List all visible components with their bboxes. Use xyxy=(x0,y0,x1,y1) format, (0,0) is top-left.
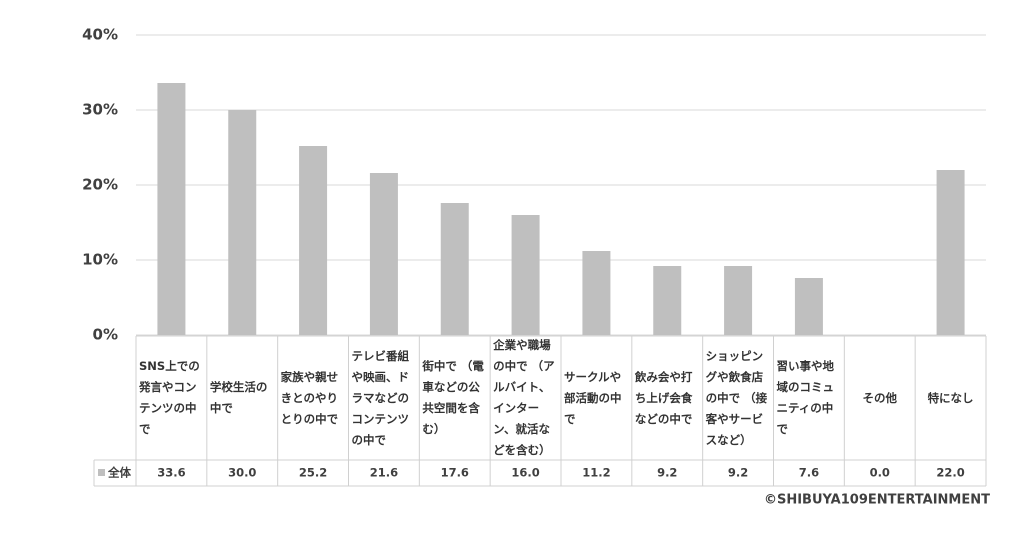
bar xyxy=(299,146,328,335)
x-tick-label: 企業や職場の中で （アルバイト、インターン、就活などを含む） xyxy=(493,338,555,457)
x-tick-label: 特になし xyxy=(927,390,974,405)
value-label: 17.6 xyxy=(441,466,469,480)
x-tick-label: ショッピングや飲食店の中で （接客やサービスなど） xyxy=(705,348,768,447)
value-label: 9.2 xyxy=(657,466,677,480)
x-tick-label: その他 xyxy=(862,390,897,405)
bar xyxy=(582,251,611,335)
x-tick-label: 学校生活の中で xyxy=(209,380,268,415)
x-tick-label: 街中で （電車などの公共空間を含む） xyxy=(422,359,484,436)
y-tick-label: 20% xyxy=(82,176,118,194)
credit: ©SHIBUYA109ENTERTAINMENT xyxy=(764,493,990,508)
bar xyxy=(369,173,398,335)
y-tick-label: 40% xyxy=(82,26,118,44)
value-label: 25.2 xyxy=(299,466,327,480)
bar xyxy=(228,110,257,335)
value-label: 22.0 xyxy=(936,466,964,480)
y-tick-label: 30% xyxy=(82,101,118,119)
y-tick-label: 10% xyxy=(82,251,118,269)
bar xyxy=(794,278,823,335)
x-tick-label: サークルや部活動の中で xyxy=(564,369,622,426)
y-tick-label: 0% xyxy=(93,326,118,344)
value-label: 30.0 xyxy=(228,466,256,480)
value-label: 33.6 xyxy=(157,466,185,480)
bar xyxy=(653,266,682,335)
legend-label: 全体 xyxy=(107,466,131,480)
legend-swatch xyxy=(98,469,105,476)
x-tick-label: 習い事や地域のコミュニティの中で xyxy=(776,359,835,436)
bar xyxy=(157,83,186,335)
value-label: 7.6 xyxy=(799,466,819,480)
bar xyxy=(440,203,469,335)
value-label: 11.2 xyxy=(582,466,610,480)
x-tick-label: 飲み会や打ち上げ会食などの中で xyxy=(634,369,693,426)
x-tick-label: テレビ番組や映画、ドラマなどのコンテンツの中で xyxy=(351,348,410,447)
bar xyxy=(724,266,753,335)
x-tick-label: SNS上での発言やコンテンツの中で xyxy=(139,359,200,436)
value-label: 9.2 xyxy=(728,466,748,480)
value-label: 16.0 xyxy=(511,466,539,480)
bar xyxy=(511,215,540,335)
x-tick-label: 家族や親せきとのやりとりの中で xyxy=(280,369,339,426)
bar xyxy=(936,170,965,335)
value-label: 21.6 xyxy=(370,466,398,480)
value-label: 0.0 xyxy=(870,466,890,480)
